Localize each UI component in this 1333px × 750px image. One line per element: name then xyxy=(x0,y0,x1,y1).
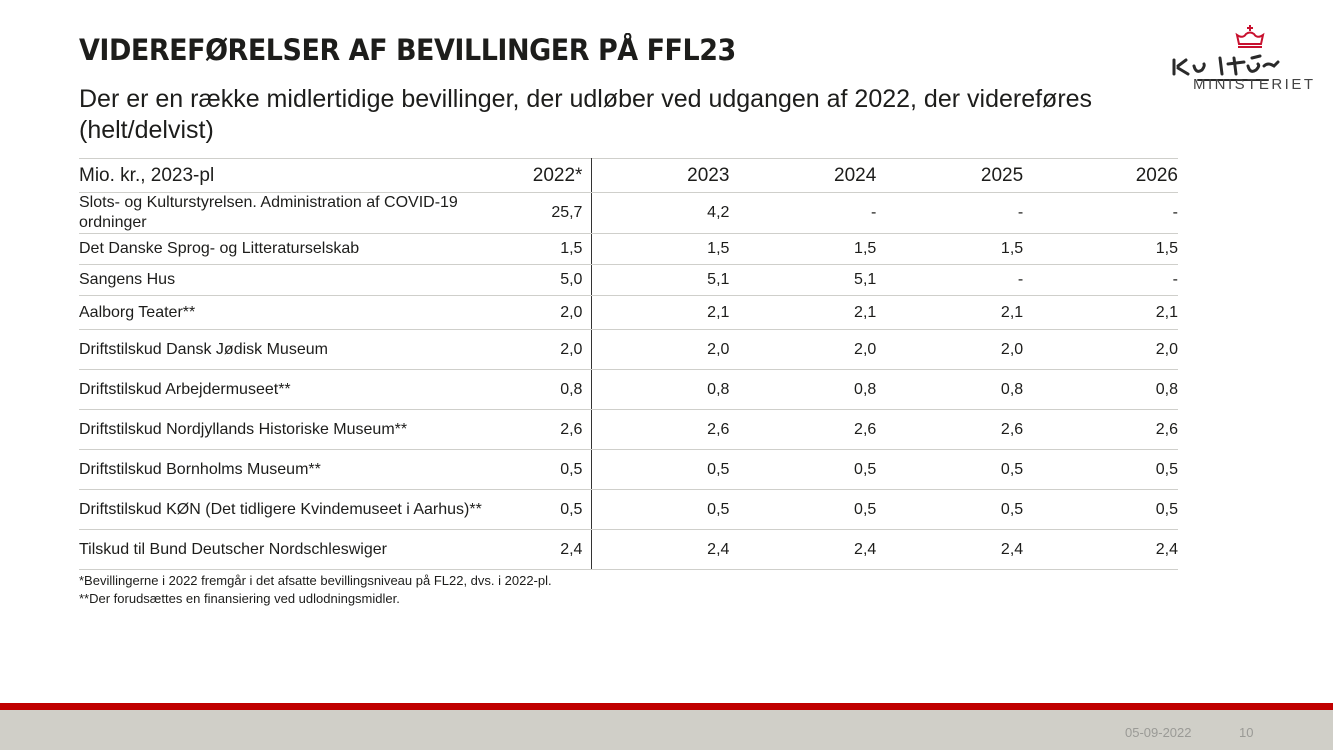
cell: 2,4 xyxy=(591,529,730,570)
cell: 1,5 xyxy=(591,233,730,265)
cell: - xyxy=(1023,192,1178,234)
cell: 2,0 xyxy=(1023,329,1178,370)
cell: 2,6 xyxy=(729,409,877,450)
cell: 0,5 xyxy=(591,449,730,490)
cell: 0,5 xyxy=(1023,489,1178,530)
cell: - xyxy=(876,264,1024,296)
cell: 2,1 xyxy=(876,295,1024,330)
footnote: **Der forudsættes en finansiering ved ud… xyxy=(79,591,400,606)
cell: 2,4 xyxy=(1023,529,1178,570)
cell: 1,5 xyxy=(876,233,1024,265)
cell: 2,0 xyxy=(729,329,877,370)
cell: 0,8 xyxy=(591,369,730,410)
cell: 2,0 xyxy=(591,329,730,370)
cell: 0,8 xyxy=(1023,369,1178,410)
column-header: 2024 xyxy=(729,158,877,193)
table-row: Driftstilskud Dansk Jødisk Museum 2,0 2,… xyxy=(79,329,1178,370)
kulturministeriet-logo xyxy=(1172,25,1280,81)
cell: 2,0 xyxy=(876,329,1024,370)
row-label: Det Danske Sprog- og Litteraturselskab xyxy=(79,233,496,265)
row-label: Driftstilskud Nordjyllands Historiske Mu… xyxy=(79,409,496,450)
cell: 0,5 xyxy=(1023,449,1178,490)
table-row: Driftstilskud Nordjyllands Historiske Mu… xyxy=(79,409,1178,450)
footnote: *Bevillingerne i 2022 fremgår i det afsa… xyxy=(79,573,552,588)
cell: 0,5 xyxy=(876,489,1024,530)
table-row: Driftstilskud Arbejdermuseet** 0,8 0,8 0… xyxy=(79,369,1178,410)
cell: 2,0 xyxy=(495,295,593,330)
table-row: Driftstilskud Bornholms Museum** 0,5 0,5… xyxy=(79,449,1178,490)
cell: - xyxy=(876,192,1024,234)
cell: 0,5 xyxy=(495,449,593,490)
cell: 5,1 xyxy=(591,264,730,296)
cell: - xyxy=(729,192,877,234)
cell: 2,4 xyxy=(729,529,877,570)
cell: 2,4 xyxy=(876,529,1024,570)
row-label: Driftstilskud Arbejdermuseet** xyxy=(79,369,496,410)
cell: 4,2 xyxy=(591,192,730,234)
cell: 5,0 xyxy=(495,264,593,296)
cell: 0,5 xyxy=(729,449,877,490)
cell: 2,1 xyxy=(591,295,730,330)
cell: 0,5 xyxy=(591,489,730,530)
cell: 2,4 xyxy=(495,529,593,570)
table-row: Sangens Hus 5,0 5,1 5,1 - - xyxy=(79,264,1178,296)
table-row: Slots- og Kulturstyrelsen. Administratio… xyxy=(79,192,1178,234)
row-label: Aalborg Teater** xyxy=(79,295,496,330)
cell: 2,6 xyxy=(495,409,593,450)
crown-icon xyxy=(1235,25,1265,48)
footer-accent-bar xyxy=(0,703,1333,710)
cell: 5,1 xyxy=(729,264,877,296)
cell: 1,5 xyxy=(1023,233,1178,265)
page-subtitle: Der er en række midlertidige bevillinger… xyxy=(79,85,1093,144)
footer-date: 05-09-2022 xyxy=(1125,725,1192,740)
row-label: Tilskud til Bund Deutscher Nordschleswig… xyxy=(79,529,496,570)
page-number: 10 xyxy=(1239,725,1254,740)
cell: - xyxy=(1023,264,1178,296)
table-row: Aalborg Teater** 2,0 2,1 2,1 2,1 2,1 xyxy=(79,295,1178,330)
row-label: Driftstilskud Bornholms Museum** xyxy=(79,449,496,490)
column-header: 2023 xyxy=(591,158,730,193)
cell: 0,5 xyxy=(729,489,877,530)
appropriations-table: Mio. kr., 2023-pl 2022* 2023 2024 2025 2… xyxy=(79,158,1178,570)
cell: 1,5 xyxy=(495,233,593,265)
cell: 2,6 xyxy=(591,409,730,450)
wordmark-icon xyxy=(1172,54,1280,81)
table-row: Tilskud til Bund Deutscher Nordschleswig… xyxy=(79,529,1178,570)
footer-band xyxy=(0,710,1333,750)
cell: 0,8 xyxy=(876,369,1024,410)
row-label: Sangens Hus xyxy=(79,264,496,296)
column-header: 2022* xyxy=(495,158,593,193)
logo-text: MINISTERIET xyxy=(1193,76,1316,93)
table-row: Driftstilskud KØN (Det tidligere Kvindem… xyxy=(79,489,1178,530)
row-label: Driftstilskud Dansk Jødisk Museum xyxy=(79,329,496,370)
cell: 0,8 xyxy=(495,369,593,410)
footnotes: *Bevillingerne i 2022 fremgår i det afsa… xyxy=(79,572,552,608)
row-label: Slots- og Kulturstyrelsen. Administratio… xyxy=(79,192,496,234)
cell: 2,0 xyxy=(495,329,593,370)
column-header: 2026 xyxy=(1023,158,1178,193)
column-header: Mio. kr., 2023-pl xyxy=(79,158,496,193)
cell: 0,8 xyxy=(729,369,877,410)
cell: 2,1 xyxy=(729,295,877,330)
table-header-row: Mio. kr., 2023-pl 2022* 2023 2024 2025 2… xyxy=(79,158,1178,193)
column-header: 2025 xyxy=(876,158,1024,193)
cell: 25,7 xyxy=(495,192,593,234)
cell: 1,5 xyxy=(729,233,877,265)
page-title: VIDEREFØRELSER AF BEVILLINGER PÅ FFL23 xyxy=(79,33,736,67)
cell: 2,6 xyxy=(1023,409,1178,450)
cell: 0,5 xyxy=(876,449,1024,490)
table-row: Det Danske Sprog- og Litteraturselskab 1… xyxy=(79,233,1178,265)
cell: 2,1 xyxy=(1023,295,1178,330)
cell: 2,6 xyxy=(876,409,1024,450)
cell: 0,5 xyxy=(495,489,593,530)
row-label: Driftstilskud KØN (Det tidligere Kvindem… xyxy=(79,489,496,530)
